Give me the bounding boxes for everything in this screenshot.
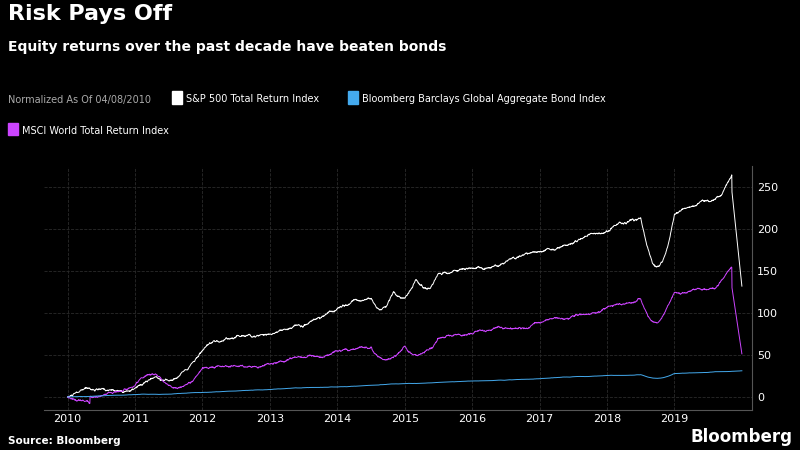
Text: Bloomberg: Bloomberg	[690, 428, 792, 446]
Text: Risk Pays Off: Risk Pays Off	[8, 4, 172, 24]
Y-axis label: Percent: Percent	[798, 267, 800, 309]
Text: Bloomberg Barclays Global Aggregate Bond Index: Bloomberg Barclays Global Aggregate Bond…	[362, 94, 606, 104]
Text: Equity returns over the past decade have beaten bonds: Equity returns over the past decade have…	[8, 40, 446, 54]
Text: S&P 500 Total Return Index: S&P 500 Total Return Index	[186, 94, 319, 104]
Text: Source: Bloomberg: Source: Bloomberg	[8, 436, 121, 446]
Text: Normalized As Of 04/08/2010: Normalized As Of 04/08/2010	[8, 94, 151, 104]
Text: MSCI World Total Return Index: MSCI World Total Return Index	[22, 126, 170, 136]
